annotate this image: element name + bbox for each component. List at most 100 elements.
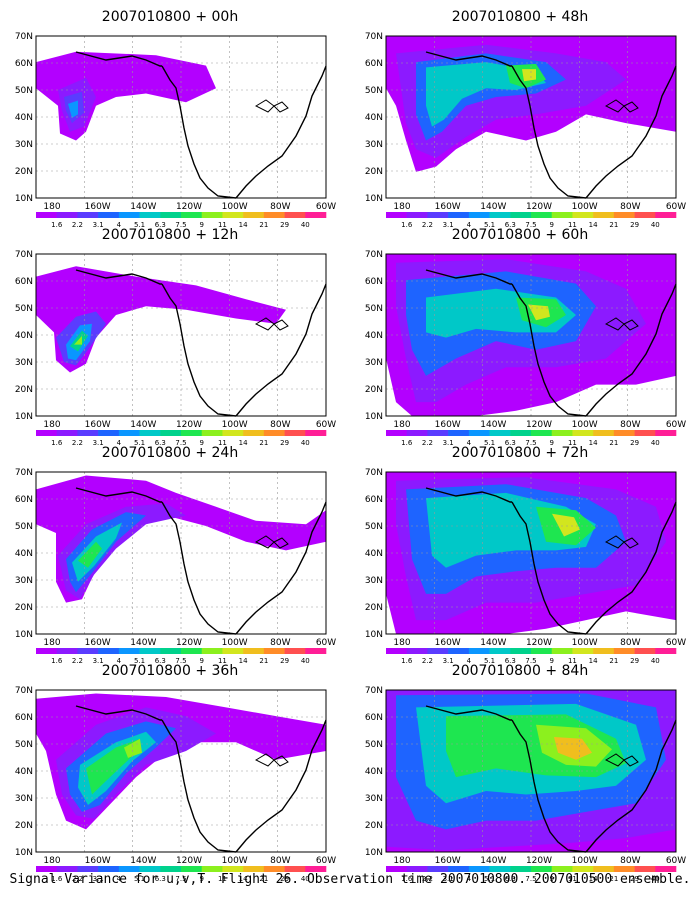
colorbar-label: 14 bbox=[589, 221, 598, 229]
colorbar-swatch bbox=[572, 866, 594, 872]
variance-map: 10N 20N 30N 40N 50N 60N 70N 180 160W 140W 120W 100W… bbox=[15, 32, 336, 229]
colorbar-label: 21 bbox=[259, 657, 268, 665]
map-panel: 2007010800 + 36h 10N 20N 30N 40N 50N 60N 70N 180… bbox=[0, 660, 340, 883]
colorbar-label: 3.1 bbox=[93, 875, 104, 883]
lon-label: 140W bbox=[480, 856, 506, 866]
colorbar-label: 5.1 bbox=[134, 875, 145, 883]
lat-label: 40N bbox=[365, 331, 383, 341]
lat-label: 60N bbox=[15, 277, 33, 287]
lon-label: 140W bbox=[130, 202, 156, 212]
lon-label: 100W bbox=[572, 202, 598, 212]
colorbar-label: 21 bbox=[609, 439, 618, 447]
colorbar-label: 40 bbox=[301, 439, 310, 447]
colorbar-label: 3.1 bbox=[443, 439, 454, 447]
colorbar-label: 5.1 bbox=[484, 221, 495, 229]
colorbar-swatch bbox=[655, 648, 677, 654]
colorbar-swatch bbox=[139, 866, 161, 872]
colorbar-swatch bbox=[56, 212, 78, 218]
coastline bbox=[425, 269, 677, 417]
lat-label: 70N bbox=[365, 250, 383, 260]
panel-title: 2007010800 + 24h bbox=[101, 445, 239, 461]
colorbar-swatch bbox=[243, 212, 265, 218]
colorbar-label: 21 bbox=[609, 875, 618, 883]
colorbar-label: 1.6 bbox=[51, 439, 63, 447]
map-panel: 2007010800 + 60h 10N 20N 30N 40N 50N 60N 70N 180… bbox=[350, 224, 690, 447]
colorbar-swatch bbox=[613, 212, 635, 218]
colorbar-swatch bbox=[634, 212, 656, 218]
lon-label: 60W bbox=[316, 638, 336, 648]
lat-label: 10N bbox=[365, 412, 383, 422]
contour-region bbox=[552, 513, 580, 537]
colorbar-label: 9 bbox=[199, 875, 203, 883]
panel-title: 2007010800 + 12h bbox=[101, 227, 239, 243]
lat-label: 30N bbox=[15, 576, 33, 586]
lon-label: 100W bbox=[572, 856, 598, 866]
colorbar-swatch bbox=[386, 430, 408, 436]
lon-label: 100W bbox=[222, 856, 248, 866]
colorbar-swatch bbox=[160, 866, 182, 872]
colorbar-label: 6.3 bbox=[155, 657, 166, 665]
colorbar-label: 6.3 bbox=[505, 221, 516, 229]
colorbar-label: 3.1 bbox=[443, 657, 454, 665]
lat-label: 50N bbox=[365, 740, 383, 750]
lat-label: 10N bbox=[15, 194, 33, 204]
colorbar-swatch bbox=[551, 648, 573, 654]
map-panel: 2007010800 + 72h 10N 20N 30N 40N 50N 60N 70N 180… bbox=[350, 442, 690, 665]
colorbar-swatch bbox=[427, 212, 449, 218]
colorbar-swatch bbox=[305, 648, 327, 654]
lat-label: 50N bbox=[15, 740, 33, 750]
colorbar-swatch bbox=[510, 430, 532, 436]
lon-label: 120W bbox=[526, 856, 552, 866]
colorbar-label: 14 bbox=[589, 439, 598, 447]
lon-label: 160W bbox=[85, 856, 111, 866]
colorbar-label: 2.2 bbox=[422, 221, 433, 229]
lat-label: 40N bbox=[15, 331, 33, 341]
lon-label: 160W bbox=[435, 856, 461, 866]
colorbar-swatch bbox=[36, 430, 58, 436]
lat-label: 20N bbox=[15, 821, 33, 831]
colorbar-label: 9 bbox=[549, 221, 553, 229]
lat-label: 70N bbox=[365, 686, 383, 696]
colorbar-label: 11 bbox=[218, 657, 227, 665]
colorbar-swatch bbox=[489, 648, 511, 654]
contour-region bbox=[68, 100, 78, 118]
colorbar-swatch bbox=[284, 648, 306, 654]
variance-map: 10N 20N 30N 40N 50N 60N 70N 180 160W 140W 120W 100W… bbox=[365, 250, 686, 447]
colorbar-label: 2.2 bbox=[72, 439, 83, 447]
lat-label: 30N bbox=[365, 576, 383, 586]
variance-map: 10N 20N 30N 40N 50N 60N 70N 180 160W 140W 120W 100W… bbox=[15, 468, 336, 665]
colorbar-label: 29 bbox=[280, 221, 289, 229]
coastline bbox=[425, 51, 677, 199]
colorbar: 1.6 2.2 3.1 4 5.1 6.3 7.5 9 11 14 21 29 40 bbox=[386, 430, 677, 447]
colorbar-swatch bbox=[77, 430, 99, 436]
coastline bbox=[75, 487, 327, 635]
lon-label: 120W bbox=[526, 202, 552, 212]
colorbar-swatch bbox=[243, 866, 265, 872]
colorbar-label: 21 bbox=[259, 875, 268, 883]
lon-label: 100W bbox=[222, 420, 248, 430]
colorbar-label: 1.6 bbox=[401, 221, 413, 229]
lon-label: 60W bbox=[316, 202, 336, 212]
colorbar-label: 7.5 bbox=[175, 439, 186, 447]
colorbar-label: 3.1 bbox=[93, 439, 104, 447]
colorbar-label: 3.1 bbox=[93, 657, 104, 665]
colorbar-label: 9 bbox=[199, 439, 203, 447]
colorbar-swatch bbox=[222, 212, 244, 218]
contour-region bbox=[36, 266, 286, 373]
lon-label: 180 bbox=[393, 420, 410, 430]
lat-label: 30N bbox=[365, 358, 383, 368]
colorbar-label: 3.1 bbox=[443, 875, 454, 883]
colorbar-swatch bbox=[222, 866, 244, 872]
lat-label: 40N bbox=[365, 549, 383, 559]
colorbar-label: 9 bbox=[199, 657, 203, 665]
lon-label: 160W bbox=[85, 420, 111, 430]
colorbar-label: 11 bbox=[568, 439, 577, 447]
colorbar-swatch bbox=[406, 648, 428, 654]
lat-label: 40N bbox=[15, 767, 33, 777]
lat-label: 60N bbox=[365, 59, 383, 69]
colorbar-swatch bbox=[201, 212, 223, 218]
colorbar-swatch bbox=[284, 866, 306, 872]
colorbar-label: 40 bbox=[301, 875, 310, 883]
colorbar-swatch bbox=[613, 866, 635, 872]
colorbar-label: 1.6 bbox=[51, 657, 63, 665]
